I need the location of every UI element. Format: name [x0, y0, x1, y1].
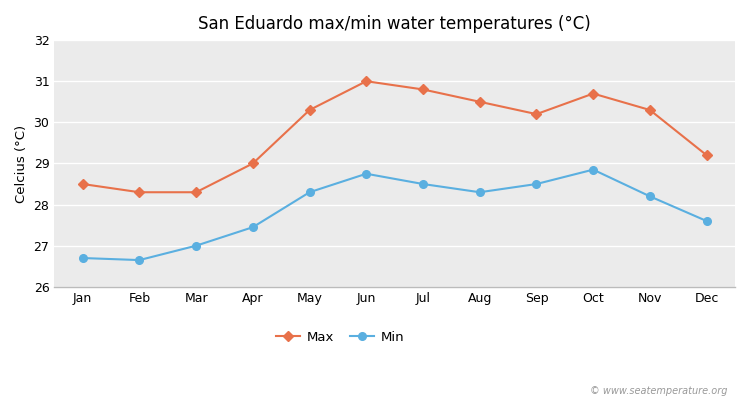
Text: © www.seatemperature.org: © www.seatemperature.org — [590, 386, 728, 396]
Min — [646, 194, 655, 199]
Legend: Max, Min: Max, Min — [272, 326, 410, 349]
Min — [135, 258, 144, 262]
Max — [589, 91, 598, 96]
Max — [135, 190, 144, 195]
Min — [305, 190, 314, 195]
Max — [78, 182, 87, 186]
Line: Max: Max — [79, 78, 710, 196]
Min — [476, 190, 484, 195]
Title: San Eduardo max/min water temperatures (°C): San Eduardo max/min water temperatures (… — [198, 15, 591, 33]
Line: Min: Min — [79, 166, 710, 264]
Max — [702, 153, 711, 158]
Min — [702, 219, 711, 224]
Y-axis label: Celcius (°C): Celcius (°C) — [15, 124, 28, 202]
Min — [78, 256, 87, 260]
Max — [532, 112, 541, 116]
Max — [476, 99, 484, 104]
Max — [646, 108, 655, 112]
Max — [248, 161, 257, 166]
Min — [248, 225, 257, 230]
Min — [419, 182, 428, 186]
Max — [191, 190, 200, 195]
Min — [532, 182, 541, 186]
Max — [305, 108, 314, 112]
Min — [191, 243, 200, 248]
Max — [362, 79, 370, 84]
Min — [589, 167, 598, 172]
Min — [362, 171, 370, 176]
Max — [419, 87, 428, 92]
